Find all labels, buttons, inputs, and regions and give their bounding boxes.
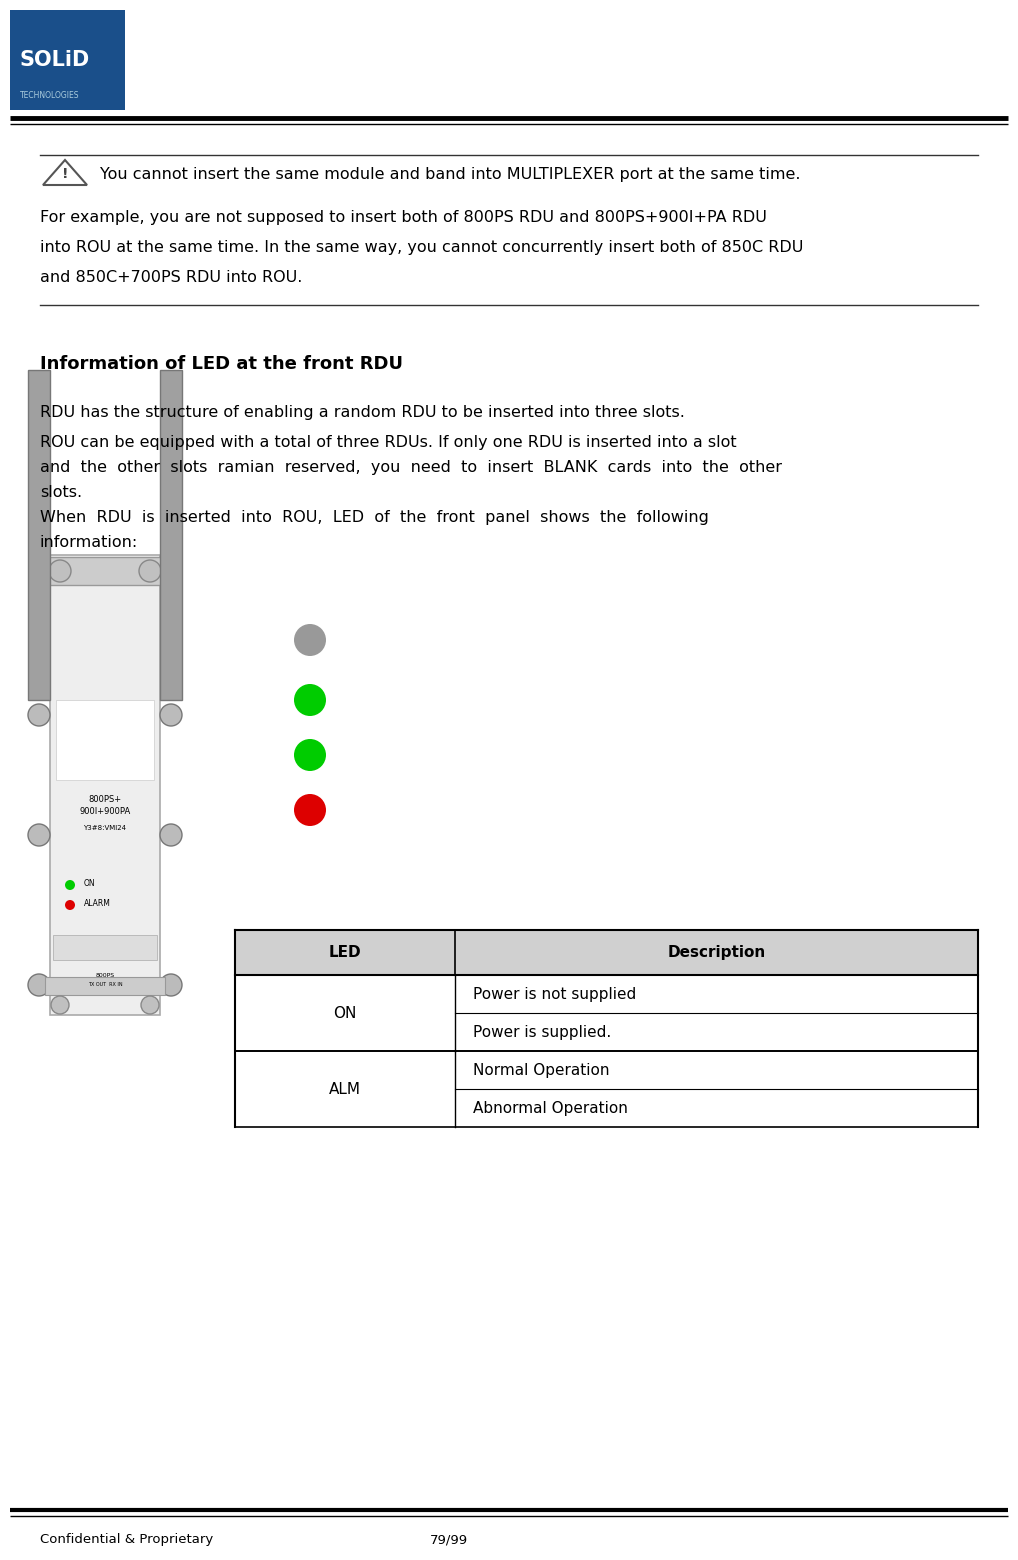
Bar [160, 370, 182, 700]
Circle shape [294, 739, 326, 771]
Text: TECHNOLOGIES: TECHNOLOGIES [20, 90, 79, 100]
Text: information:: information: [40, 535, 138, 551]
Bar [235, 1051, 455, 1126]
Circle shape [139, 560, 161, 582]
Circle shape [51, 995, 69, 1014]
Bar [29, 370, 50, 700]
Bar [455, 975, 978, 1012]
Text: and  the  other  slots  ramian  reserved,  you  need  to  insert  BLANK  cards  : and the other slots ramian reserved, you… [40, 460, 782, 474]
Text: and 850C+700PS RDU into ROU.: and 850C+700PS RDU into ROU. [40, 270, 302, 285]
Text: ALARM: ALARM [84, 899, 111, 908]
Text: Y3#8:VMI24: Y3#8:VMI24 [83, 825, 126, 831]
Circle shape [65, 880, 75, 891]
Text: !: ! [62, 167, 68, 181]
Circle shape [294, 794, 326, 825]
Text: Information of LED at the front RDU: Information of LED at the front RDU [40, 356, 403, 373]
Circle shape [29, 704, 50, 725]
Bar [56, 700, 154, 780]
Text: 900I+900PA: 900I+900PA [79, 807, 130, 816]
Text: slots.: slots. [40, 485, 82, 501]
Circle shape [142, 995, 159, 1014]
Bar [50, 555, 160, 1016]
Text: ROU can be equipped with a total of three RDUs. If only one RDU is inserted into: ROU can be equipped with a total of thre… [40, 435, 737, 449]
Text: LED: LED [329, 945, 361, 959]
Text: Power is supplied.: Power is supplied. [473, 1025, 611, 1039]
Bar [455, 1051, 978, 1089]
Circle shape [49, 560, 71, 582]
Text: 79/99: 79/99 [430, 1533, 468, 1546]
Text: into ROU at the same time. In the same way, you cannot concurrently insert both : into ROU at the same time. In the same w… [40, 240, 803, 254]
Text: You cannot insert the same module and band into MULTIPLEXER port at the same tim: You cannot insert the same module and ba… [100, 167, 800, 183]
Bar [10, 9, 125, 111]
Bar [455, 1012, 978, 1051]
Circle shape [29, 824, 50, 846]
Circle shape [160, 704, 182, 725]
Text: Abnormal Operation: Abnormal Operation [473, 1100, 628, 1115]
Text: Confidential & Proprietary: Confidential & Proprietary [40, 1533, 213, 1546]
Bar [53, 934, 157, 959]
Bar [45, 557, 165, 585]
Circle shape [29, 973, 50, 995]
Circle shape [65, 900, 75, 909]
Text: Power is not supplied: Power is not supplied [473, 986, 636, 1002]
Bar [235, 975, 455, 1051]
Text: 800PS+: 800PS+ [89, 796, 121, 803]
Text: 800PS: 800PS [96, 973, 115, 978]
Text: TX OUT  RX IN: TX OUT RX IN [88, 981, 122, 987]
Text: SOLiD: SOLiD [20, 50, 91, 70]
Bar [235, 930, 978, 975]
Text: Normal Operation: Normal Operation [473, 1062, 610, 1078]
Text: RDU has the structure of enabling a random RDU to be inserted into three slots.: RDU has the structure of enabling a rand… [40, 406, 685, 420]
Text: ALM: ALM [329, 1081, 361, 1097]
Circle shape [160, 973, 182, 995]
Circle shape [294, 624, 326, 657]
Bar [455, 1089, 978, 1126]
Text: ON: ON [84, 878, 96, 888]
Text: For example, you are not supposed to insert both of 800PS RDU and 800PS+900I+PA : For example, you are not supposed to ins… [40, 211, 767, 225]
Circle shape [160, 824, 182, 846]
Text: ON: ON [333, 1006, 356, 1020]
Text: Description: Description [668, 945, 766, 959]
Text: When  RDU  is  inserted  into  ROU,  LED  of  the  front  panel  shows  the  fol: When RDU is inserted into ROU, LED of th… [40, 510, 709, 526]
Bar [45, 977, 165, 995]
Circle shape [294, 683, 326, 716]
